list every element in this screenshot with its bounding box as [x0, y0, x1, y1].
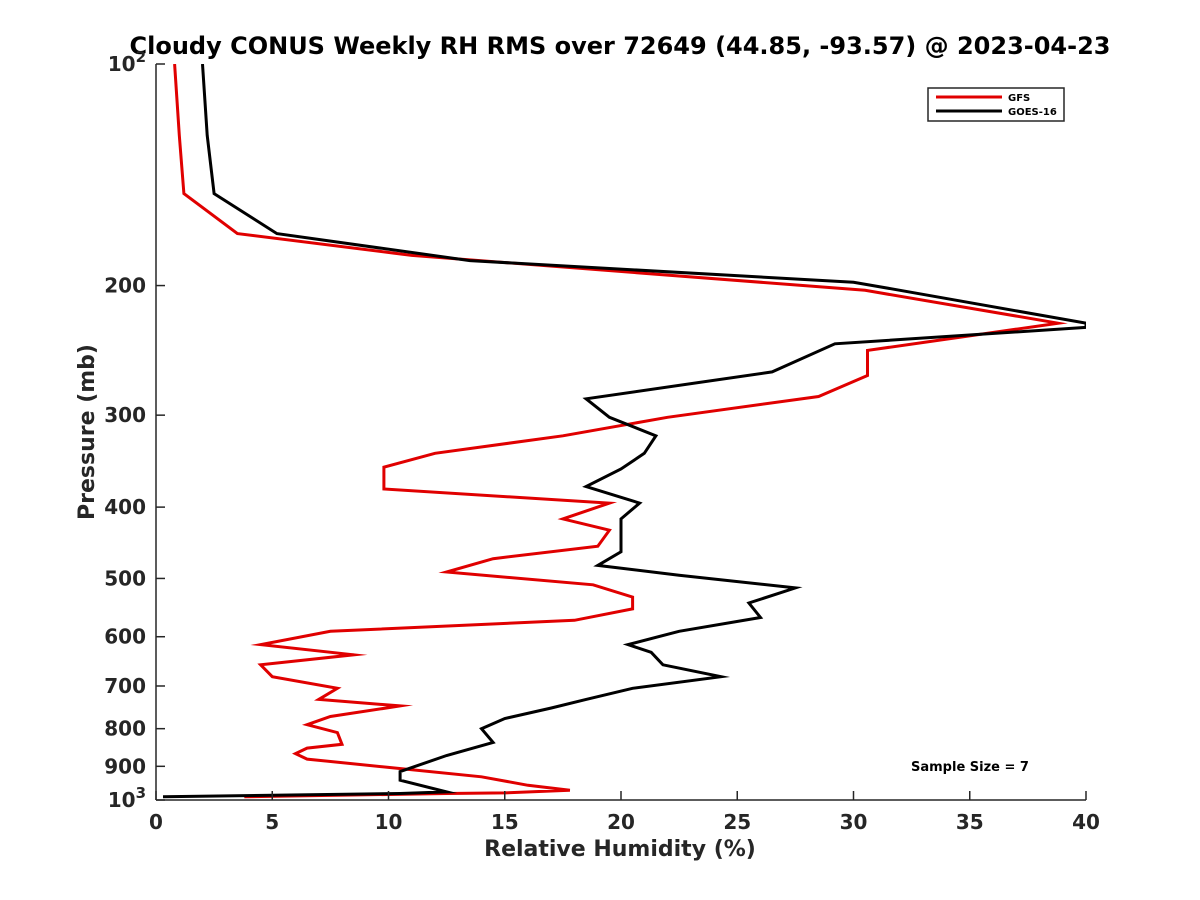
legend-box — [927, 87, 1065, 122]
y-tick-label: 500 — [104, 566, 146, 590]
y-tick-label: 400 — [104, 495, 146, 519]
y-tick-label: 600 — [104, 625, 146, 649]
legend-label-gfs: GFS — [1008, 93, 1030, 104]
sample-size-annotation: Sample Size = 7 — [911, 760, 1029, 775]
x-tick-label: 10 — [375, 810, 403, 834]
y-tick-label: 300 — [104, 403, 146, 427]
x-tick-label: 35 — [956, 810, 984, 834]
x-tick-label: 0 — [149, 810, 163, 834]
ticks-layer: 0 5 10 15 20 25 30 35 40 102 200 300 400 500 600 700 800… — [104, 48, 1100, 834]
series-line-gfs — [173, 64, 1068, 799]
y-tick-label: 103 — [108, 784, 146, 812]
x-tick-label: 30 — [840, 810, 868, 834]
legend-label-goes-16: GOES-16 — [1008, 107, 1057, 118]
y-tick-label: 800 — [104, 717, 146, 741]
annotations-layer: Sample Size = 7 — [911, 760, 1029, 775]
x-tick-label: 20 — [607, 810, 635, 834]
x-axis-label: Relative Humidity (%) — [484, 837, 756, 862]
y-tick-label: 700 — [104, 674, 146, 698]
chart-title: Cloudy CONUS Weekly RH RMS over 72649 (4… — [130, 32, 1111, 60]
x-tick-label: 15 — [491, 810, 519, 834]
series-layer — [162, 64, 1086, 799]
y-tick-label: 102 — [108, 48, 146, 76]
y-axis-label: Pressure (mb) — [75, 344, 100, 520]
legend: GFS GOES-16 — [927, 87, 1065, 122]
x-tick-label: 5 — [265, 810, 279, 834]
x-tick-label: 25 — [723, 810, 751, 834]
y-tick-label: 900 — [104, 754, 146, 778]
series-line-goes-16 — [162, 64, 1086, 799]
y-tick-label: 200 — [104, 274, 146, 298]
x-tick-label: 40 — [1072, 810, 1100, 834]
